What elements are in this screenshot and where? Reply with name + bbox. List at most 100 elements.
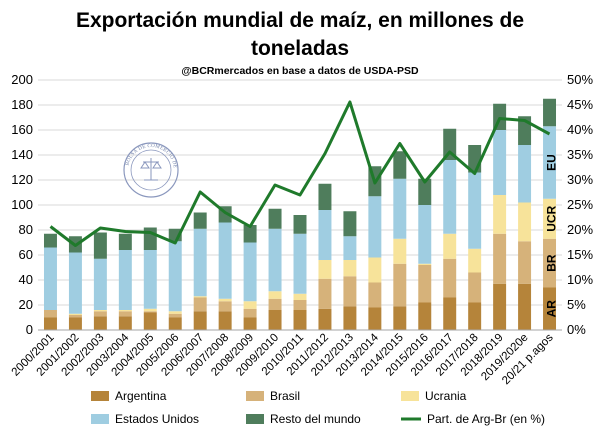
bar-14-series-4 — [393, 151, 407, 179]
bar-20-series-4 — [543, 98, 557, 127]
y-tick-label-9: 180 — [11, 97, 33, 112]
share-line — [49, 100, 551, 247]
bar-9-series-1 — [268, 298, 282, 310]
bar-11-series-2 — [318, 260, 332, 279]
bar-12-series-4 — [343, 211, 357, 237]
bar-18-series-1 — [493, 233, 507, 284]
bar-annotation-0: AR — [545, 300, 559, 318]
y-tick-label-10: 200 — [11, 72, 33, 87]
bar-18-series-0 — [493, 283, 507, 330]
bar-15-series-3 — [418, 205, 432, 264]
share-line-path — [49, 100, 551, 247]
bar-17-series-0 — [468, 302, 482, 330]
bar-15-series-1 — [418, 265, 432, 303]
bar-6-series-0 — [193, 311, 207, 330]
bar-15-series-2 — [418, 263, 432, 265]
y-tick-label-3: 60 — [19, 247, 33, 262]
bar-5-series-1 — [168, 313, 182, 318]
chart-title-line2: toneladas — [251, 37, 349, 60]
bar-stacks — [43, 98, 557, 330]
bar-9-series-0 — [268, 310, 282, 330]
bar-19-series-3 — [518, 145, 532, 203]
bar-7-series-2 — [218, 298, 232, 302]
bar-13-series-0 — [368, 307, 382, 330]
bar-1-series-1 — [68, 315, 82, 318]
seal-logo: BOLSA DE COMERCIO DE ROSARIO — [123, 142, 179, 198]
bar-10-series-3 — [293, 233, 307, 294]
bar-13-series-3 — [368, 196, 382, 258]
bar-11-series-4 — [318, 183, 332, 210]
bar-6-series-1 — [193, 297, 207, 312]
legend-label-4: Resto del mundo — [270, 412, 361, 426]
bar-4-series-3 — [143, 250, 157, 309]
bar-18-series-3 — [493, 130, 507, 195]
bar-18-series-2 — [493, 195, 507, 234]
bar-0-series-4 — [43, 233, 57, 248]
legend-swatch-2 — [401, 391, 419, 401]
bar-20-series-0 — [543, 287, 557, 330]
bar-13-series-1 — [368, 282, 382, 308]
bar-10-series-2 — [293, 293, 307, 300]
bar-8-series-1 — [243, 308, 257, 318]
y-tick-label-5: 100 — [11, 197, 33, 212]
bar-9-series-4 — [268, 208, 282, 229]
bar-19-series-1 — [518, 241, 532, 284]
y-tick-label-7: 140 — [11, 147, 33, 162]
bar-16-series-4 — [443, 128, 457, 160]
bar-0-series-0 — [43, 317, 57, 330]
bar-1-series-3 — [68, 252, 82, 314]
y2-tick-label-1: 5% — [567, 297, 586, 312]
y-tick-label-2: 40 — [19, 272, 33, 287]
bar-2-series-1 — [93, 311, 107, 317]
bar-3-series-1 — [118, 311, 132, 317]
bar-2-series-0 — [93, 316, 107, 330]
bar-12-series-2 — [343, 260, 357, 277]
y-tick-label-0: 0 — [26, 322, 33, 337]
bar-20-series-1 — [543, 238, 557, 288]
bar-annotations: AR BR UCR EU — [545, 154, 559, 317]
bar-14-series-3 — [393, 178, 407, 239]
bar-4-series-0 — [143, 312, 157, 330]
bar-15-series-0 — [418, 302, 432, 330]
bar-14-series-2 — [393, 238, 407, 264]
bar-0-series-3 — [43, 247, 57, 310]
y2-tick-label-9: 45% — [567, 97, 593, 112]
legend-label-1: Brasil — [270, 389, 300, 403]
y-tick-label-1: 20 — [19, 297, 33, 312]
legend-label-3: Estados Unidos — [115, 412, 199, 426]
legend-swatch-1 — [246, 391, 264, 401]
bar-17-series-1 — [468, 272, 482, 303]
bar-5-series-3 — [168, 241, 182, 312]
bar-1-series-0 — [68, 317, 82, 330]
legend-label-2: Ucrania — [425, 389, 467, 403]
bar-17-series-2 — [468, 248, 482, 273]
bar-14-series-1 — [393, 263, 407, 307]
y2-tick-label-2: 10% — [567, 272, 593, 287]
bar-annotation-1: BR — [545, 254, 559, 272]
bar-7-series-0 — [218, 311, 232, 330]
bar-20-series-3 — [543, 126, 557, 199]
bar-2-series-2 — [93, 310, 107, 312]
bar-6-series-2 — [193, 296, 207, 298]
bar-12-series-3 — [343, 236, 357, 260]
bar-5-series-0 — [168, 317, 182, 330]
bar-11-series-0 — [318, 308, 332, 330]
legend-swatch-0 — [91, 391, 109, 401]
bar-annotation-2: UCR — [545, 205, 559, 231]
bar-14-series-0 — [393, 306, 407, 330]
y2-tick-label-4: 20% — [567, 222, 593, 237]
y-tick-label-4: 80 — [19, 222, 33, 237]
bar-12-series-0 — [343, 306, 357, 330]
bar-3-series-0 — [118, 316, 132, 330]
bar-3-series-4 — [118, 233, 132, 250]
bar-16-series-2 — [443, 233, 457, 259]
bar-8-series-3 — [243, 242, 257, 302]
legend-swatch-4 — [246, 414, 264, 424]
bar-8-series-0 — [243, 317, 257, 330]
bar-19-series-2 — [518, 202, 532, 242]
legend: Argentina Brasil Ucrania Estados Unidos Rest… — [91, 389, 545, 426]
bar-6-series-4 — [193, 212, 207, 229]
bar-2-series-3 — [93, 258, 107, 310]
bar-0-series-1 — [43, 310, 57, 318]
bar-4-series-2 — [143, 308, 157, 312]
